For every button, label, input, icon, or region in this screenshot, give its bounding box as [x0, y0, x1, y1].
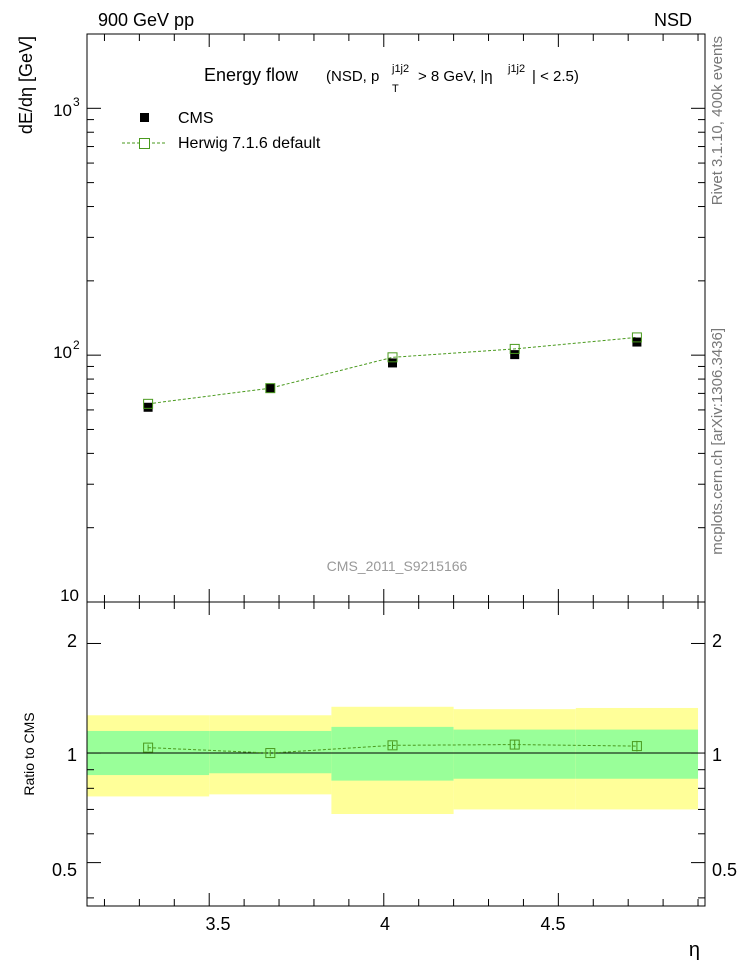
ratio-y-tick-label-2-right: 2	[712, 631, 722, 651]
legend-label-cms: CMS	[178, 110, 214, 127]
legend: CMS Herwig 7.1.6 default	[122, 110, 321, 152]
main-y-tick-label-1000: 10	[53, 101, 72, 120]
main-y-tick-label-100-base: 10	[53, 343, 72, 362]
ratio-panel: 2 1 0.5 2 1 0.5 Ratio to CMS 3.5 4 4.5 η	[21, 601, 737, 961]
main-y-tick-label-1000-exponent: 3	[73, 95, 80, 109]
ratio-y-tick-label-2-left: 2	[67, 631, 77, 651]
herwig-ratio-point	[143, 742, 154, 753]
herwig-data-point	[631, 332, 642, 343]
ratio-green-band	[331, 726, 454, 781]
x-axis-label: η	[689, 939, 700, 961]
herwig-data-point	[143, 398, 154, 409]
cms-data-point	[388, 358, 398, 368]
cms-data-point	[510, 350, 520, 360]
herwig-ratio-line	[148, 744, 637, 754]
ratio-y-tick-label-1-left: 1	[67, 745, 77, 765]
chart-title-main: Energy flow	[204, 65, 299, 85]
main-y-axis-label: dE/dη [GeV]	[16, 36, 36, 134]
chart-title-eta-sup: j1j2	[507, 63, 525, 75]
chart-title-close: | < 2.5)	[532, 68, 579, 85]
main-x-ticks	[103, 34, 699, 602]
main-panel: 10 10 2 10 3 dE/dη [GeV] Energy flow (NS…	[16, 33, 706, 605]
herwig-ratio-point	[631, 741, 642, 752]
main-data-series	[143, 332, 642, 412]
main-y-tick-label-100: 10	[53, 343, 72, 362]
legend-marker-cms	[140, 113, 149, 122]
herwig-data-point	[265, 383, 276, 394]
mcplots-credit-label: mcplots.cern.ch [arXiv:1306.3436]	[709, 328, 726, 555]
analysis-watermark: CMS_2011_S9215166	[327, 558, 468, 574]
ratio-green-band	[453, 729, 576, 779]
x-tick-label-3-5: 3.5	[205, 914, 230, 934]
herwig-line	[148, 336, 637, 405]
cms-data-point	[143, 402, 153, 412]
ratio-uncertainty-bands	[87, 706, 699, 815]
herwig-ratio-point	[509, 739, 520, 750]
chart-title-pt-sub: T	[392, 83, 399, 95]
chart-title-pt-sup: j1j2	[391, 63, 409, 75]
herwig-ratio-point	[265, 748, 276, 759]
herwig-ratio-point	[387, 740, 398, 751]
chart-title-open: (NSD, p	[326, 68, 379, 85]
ratio-y-tick-label-05-left: 0.5	[52, 860, 77, 880]
main-y-tick-label-1000-base: 10	[53, 101, 72, 120]
ratio-green-band	[575, 729, 699, 779]
header-collision-label: 900 GeV pp	[98, 10, 194, 30]
x-tick-label-4: 4	[380, 914, 390, 934]
chart-title-mid: > 8 GeV, |η	[418, 68, 493, 85]
ratio-plot-frame	[86, 601, 706, 907]
legend-marker-herwig	[139, 138, 150, 149]
main-y-tick-label-100-exponent: 2	[73, 338, 80, 352]
rivet-version-label: Rivet 3.1.10, 400k events	[709, 36, 726, 205]
header-process-label: NSD	[654, 10, 692, 30]
main-y-ticks	[87, 33, 705, 603]
herwig-data-point	[387, 352, 398, 363]
ratio-y-tick-label-1-right: 1	[712, 745, 722, 765]
cms-data-point	[265, 383, 275, 393]
legend-label-herwig: Herwig 7.1.6 default	[178, 135, 321, 152]
ratio-y-tick-label-05-right: 0.5	[712, 860, 737, 880]
herwig-data-point	[509, 343, 520, 354]
chart-title: Energy flow (NSD, p j1j2 T > 8 GeV, |η j…	[204, 63, 579, 95]
ratio-y-axis-label: Ratio to CMS	[21, 712, 37, 795]
ratio-y-ticks	[87, 642, 705, 899]
ratio-data-series	[143, 739, 642, 759]
ratio-x-ticks	[103, 602, 699, 906]
main-y-tick-label-10: 10	[60, 586, 79, 605]
x-tick-label-4-5: 4.5	[540, 914, 565, 934]
